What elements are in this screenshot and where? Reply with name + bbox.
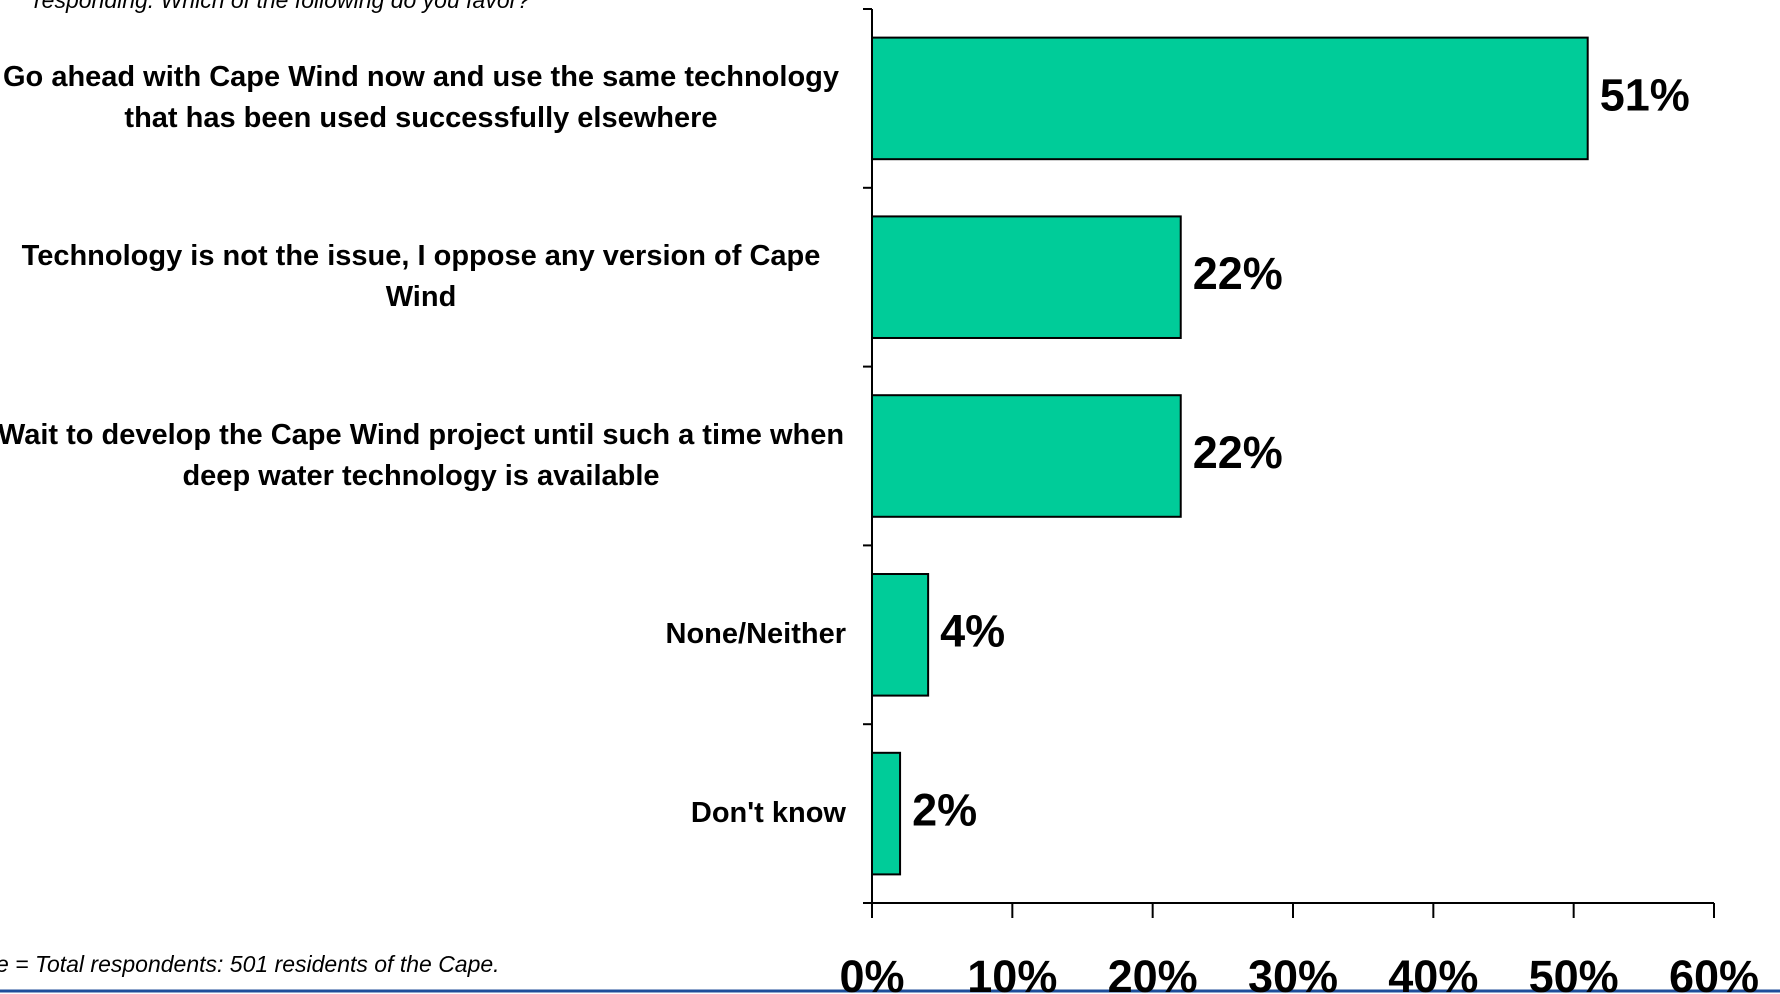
y-tick-label: Technology is not the issue, I oppose an… [21,239,821,313]
x-tick-label: 50% [1529,951,1619,994]
category-label-box: Wait to develop the Cape Wind project un… [0,367,846,545]
bar [871,215,1182,339]
category-label-box: Don't know [0,724,846,902]
value-label: 22% [1193,427,1283,478]
value-label: 22% [1193,248,1283,299]
category-label-box: Go ahead with Cape Wind now and use the … [0,9,846,187]
x-tick-label: 0% [839,951,904,994]
category-label-box: Technology is not the issue, I oppose an… [0,188,846,366]
x-tick-label: 10% [967,951,1057,994]
category-label-box: None/Neither [0,545,846,723]
bar [871,36,1589,161]
subtitle: responding. Which of the following do yo… [34,0,530,13]
x-tick-label: 40% [1388,951,1478,994]
bar [871,394,1182,518]
footnote: e = Total respondents: 501 residents of … [0,951,500,977]
y-tick-label: None/Neither [665,617,846,650]
y-tick-label: Go ahead with Cape Wind now and use the … [2,61,839,134]
value-label: 51% [1600,69,1690,120]
x-tick-label: 60% [1669,951,1759,994]
y-tick-label: Wait to develop the Cape Wind project un… [0,418,845,492]
y-tick-label: Don't know [690,796,846,829]
bar [871,751,902,876]
value-label: 2% [912,784,977,835]
x-tick-label: 30% [1248,951,1338,994]
x-tick-label: 20% [1108,951,1198,994]
value-label: 4% [940,606,1005,657]
bar [871,573,930,697]
